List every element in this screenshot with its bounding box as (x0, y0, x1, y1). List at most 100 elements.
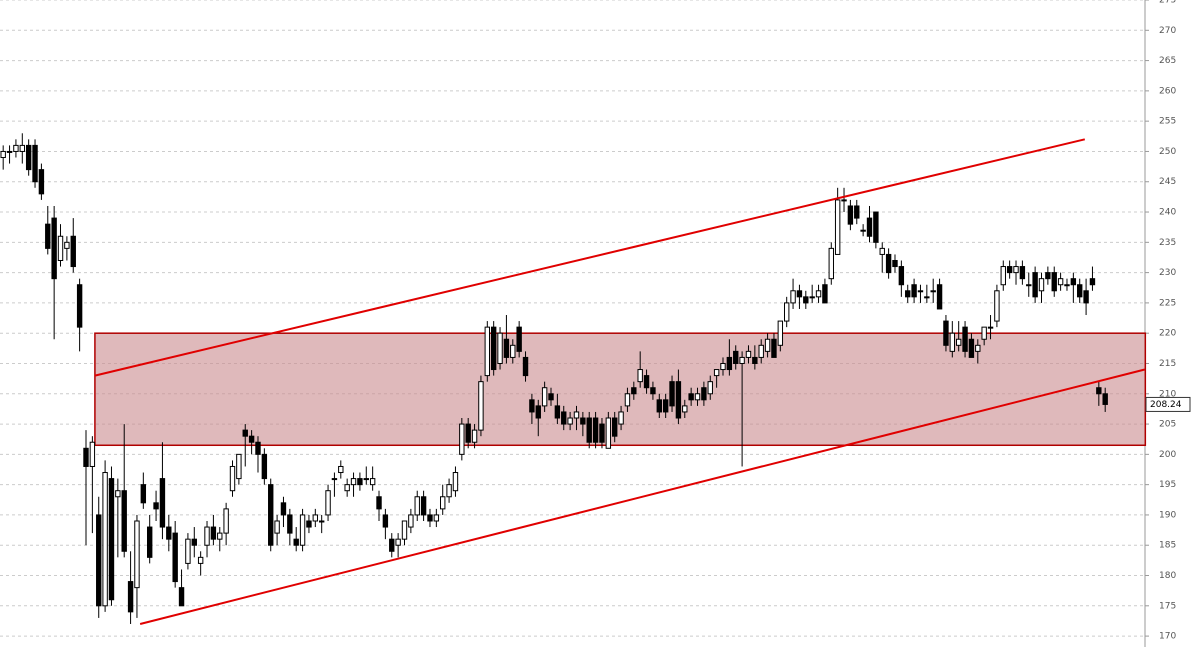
y-tick-label: 210 (1159, 389, 1176, 399)
y-tick-label: 190 (1159, 510, 1176, 520)
candle-body (790, 290, 796, 304)
candle-body (452, 472, 459, 492)
candle-body (350, 478, 357, 486)
candle-body (643, 375, 650, 389)
candle-body (618, 411, 624, 425)
candle-body (503, 338, 510, 358)
candle-body (89, 441, 96, 467)
y-tick-label: 235 (1159, 238, 1176, 248)
y-tick-label: 175 (1159, 601, 1176, 611)
candle-body (777, 320, 784, 346)
candle-body (446, 484, 452, 498)
candle-body (803, 296, 809, 304)
candle-body (834, 199, 841, 255)
trend-line (139, 368, 1145, 625)
candle-body (178, 587, 185, 607)
candle-body (369, 478, 376, 486)
candle-body (879, 247, 885, 255)
candle-body (268, 484, 274, 546)
candle-body (898, 266, 905, 286)
y-tick-label: 215 (1159, 359, 1176, 369)
candle-body (51, 217, 57, 280)
y-tick-label: 195 (1159, 480, 1176, 490)
candle-body (688, 393, 694, 401)
last-price-box (1145, 396, 1191, 412)
zone (94, 332, 1147, 447)
candle-body (64, 241, 70, 249)
candle-body (580, 417, 586, 425)
candle-body (936, 284, 943, 310)
candle-body (1013, 266, 1019, 274)
candle-body (669, 381, 675, 407)
candle-body (605, 417, 612, 449)
candle-body (478, 381, 484, 431)
candle-body (592, 417, 599, 443)
candle-body (841, 199, 847, 202)
candle-body (274, 520, 280, 534)
candle-body (987, 326, 994, 329)
y-tick-label: 205 (1159, 420, 1176, 430)
candle-body (57, 235, 64, 261)
candle-body (306, 520, 312, 528)
candle-body (293, 538, 299, 546)
candle-body (1038, 278, 1045, 292)
candle-body (809, 296, 815, 299)
candle-body (255, 441, 261, 455)
candle-body (395, 538, 401, 546)
candle-body (45, 223, 51, 249)
candle-body (975, 344, 981, 352)
candle-body (783, 302, 790, 322)
candle-body (459, 423, 465, 455)
y-tick-label: 200 (1159, 450, 1176, 460)
candle-body (210, 526, 217, 540)
candle-body (465, 423, 471, 443)
candle-body (917, 290, 924, 293)
candle-body (955, 338, 962, 346)
candle-body (1070, 278, 1077, 286)
y-tick-label: 225 (1159, 298, 1176, 308)
candle-body (612, 417, 618, 437)
candle-body (140, 484, 147, 504)
candle-body (764, 338, 771, 352)
candle-body (6, 150, 13, 153)
y-tick-label: 265 (1159, 56, 1176, 66)
candle-body (376, 496, 382, 510)
candle-body (573, 411, 580, 419)
candle-body (197, 556, 204, 564)
candle-body (510, 344, 516, 358)
y-tick-label: 255 (1159, 117, 1176, 127)
candle-body (261, 453, 268, 480)
last-price-label: 208.24 (1150, 400, 1182, 410)
y-tick-label: 250 (1159, 147, 1176, 157)
candle-body (13, 144, 19, 152)
candle-body (624, 393, 631, 407)
candle-body (338, 465, 344, 474)
candle-body (930, 290, 936, 293)
candle-body (325, 490, 331, 516)
candle-body (229, 465, 236, 492)
candle-body (363, 478, 369, 481)
candle-body (822, 284, 828, 304)
candle-body (1000, 266, 1006, 286)
candle-body (115, 490, 121, 498)
y-tick-label: 240 (1159, 208, 1176, 218)
candle-body (433, 514, 440, 522)
y-tick-label: 230 (1159, 268, 1176, 278)
candle-body (662, 399, 669, 413)
candle-body (548, 393, 554, 401)
candle-body (943, 320, 949, 346)
candle-body (280, 502, 287, 516)
candle-body (1006, 266, 1013, 274)
candle-body (745, 350, 752, 358)
candle-body (1045, 272, 1051, 280)
candle-body (707, 381, 713, 395)
candle-body (414, 496, 420, 516)
candle-body (860, 229, 866, 232)
candle-body (650, 387, 656, 395)
candle-body (631, 387, 637, 395)
candle-body (1077, 284, 1083, 298)
candle-body (892, 259, 898, 268)
candle-body (752, 356, 758, 364)
trend-line (94, 138, 1086, 377)
